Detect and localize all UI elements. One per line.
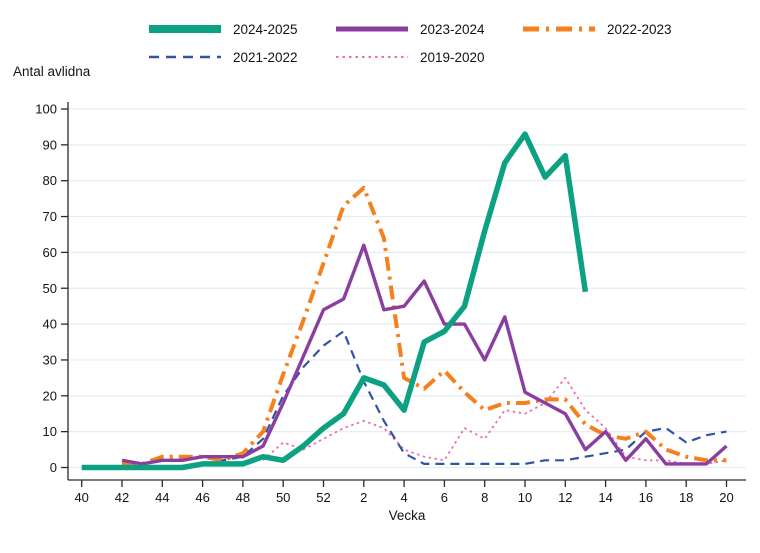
series-line-2019-2020 (262, 377, 727, 465)
legend-item-2024-2025: 2024-2025 (148, 18, 298, 40)
y-tick-label-20: 20 (43, 388, 57, 403)
y-tick-label-90: 90 (43, 137, 57, 152)
x-tick-label-4: 4 (400, 490, 407, 505)
y-tick-label-10: 10 (43, 424, 57, 439)
y-axis-title: Antal avlidna (13, 64, 91, 79)
legend-swatch-2019-2020 (336, 56, 408, 58)
legend-item-2022-2023: 2022-2023 (522, 18, 672, 40)
legend-swatch-2024-2025 (149, 25, 221, 33)
legend-item-2019-2020: 2019-2020 (335, 46, 485, 68)
x-tick-label-52: 52 (316, 490, 330, 505)
x-axis-title: Vecka (388, 508, 426, 523)
legend-label-2021-2022: 2021-2022 (233, 49, 298, 65)
legend-swatch-2021-2022 (149, 55, 221, 59)
x-tick-label-42: 42 (115, 490, 129, 505)
x-tick-label-10: 10 (518, 490, 532, 505)
legend-label-2022-2023: 2022-2023 (607, 21, 672, 37)
series-line-2023-2024 (121, 243, 728, 466)
legend-swatch-2023-2024 (336, 26, 408, 32)
y-tick-label-70: 70 (43, 209, 57, 224)
y-tick-label-0: 0 (50, 460, 57, 475)
y-tick-label-100: 100 (35, 102, 57, 117)
x-tick-label-40: 40 (74, 490, 88, 505)
legend-label-2024-2025: 2024-2025 (233, 21, 298, 37)
series-line-2024-2025 (81, 131, 589, 471)
x-tick-label-46: 46 (195, 490, 209, 505)
legend-label-2023-2024: 2023-2024 (420, 21, 485, 37)
x-tick-label-44: 44 (155, 490, 169, 505)
x-tick-label-12: 12 (558, 490, 572, 505)
x-tick-label-2: 2 (360, 490, 367, 505)
legend-item-2021-2022: 2021-2022 (148, 46, 298, 68)
y-tick-label-50: 50 (43, 281, 57, 296)
y-tick-label-30: 30 (43, 352, 57, 367)
x-tick-label-6: 6 (441, 490, 448, 505)
y-tick-label-80: 80 (43, 173, 57, 188)
legend-swatch-2022-2023 (523, 26, 595, 32)
legend: 2024-2025 2023-2024 2022-2023 2021-2022 2019… (0, 0, 760, 72)
series-line-2022-2023 (122, 185, 727, 466)
x-tick-label-18: 18 (679, 490, 693, 505)
x-tick-label-50: 50 (276, 490, 290, 505)
legend-item-2023-2024: 2023-2024 (335, 18, 485, 40)
x-tick-label-14: 14 (598, 490, 612, 505)
x-tick-label-8: 8 (481, 490, 488, 505)
y-tick-label-40: 40 (43, 317, 57, 332)
x-tick-label-48: 48 (236, 490, 250, 505)
legend-label-2019-2020: 2019-2020 (420, 49, 485, 65)
y-tick-label-60: 60 (43, 245, 57, 260)
x-tick-label-20: 20 (719, 490, 733, 505)
x-tick-label-16: 16 (639, 490, 653, 505)
